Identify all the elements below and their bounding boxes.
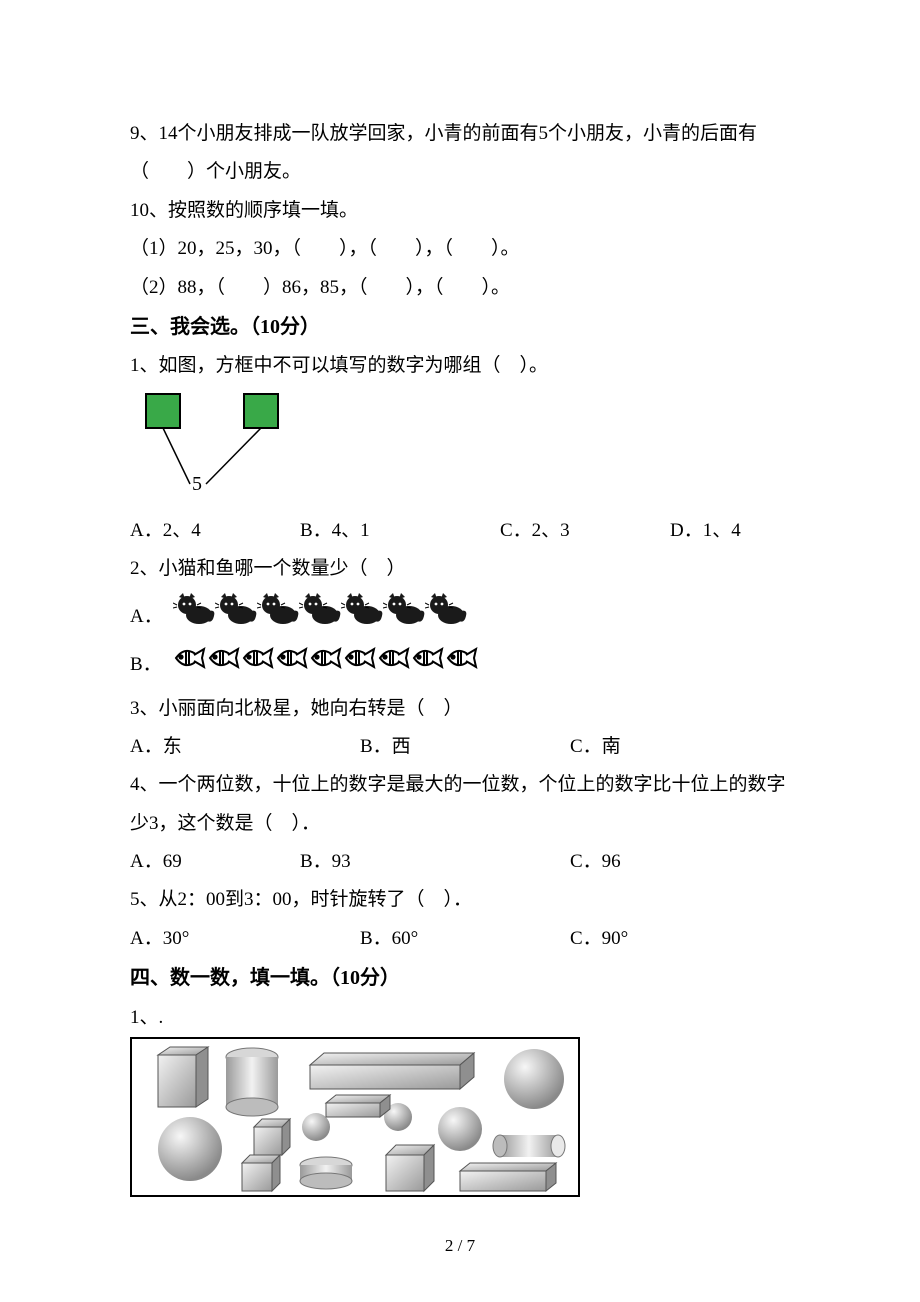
s3-q3-text: 3、小丽面向北极星，她向右转是（ ） [130, 690, 800, 728]
s3-q5-options: A．30° B．60° C．90° [130, 920, 800, 958]
s3-q2-a-label: A． [130, 598, 163, 636]
page-content: 9、14个小朋友排成一队放学回家，小青的前面有5个小朋友，小青的后面有（ ）个小… [0, 0, 920, 1251]
s3-q3-opt-c: C．南 [570, 728, 621, 766]
fish-strip [172, 645, 478, 685]
s4-q1-figure [130, 1037, 800, 1211]
section-4-heading: 四、数一数，填一填。（10分） [130, 958, 800, 998]
s3-q5-opt-a: A．30° [130, 920, 360, 958]
s3-q5-opt-c: C．90° [570, 920, 628, 958]
s3-q1-options: A．2、4 B．4、1 C．2、3 D．1、4 [130, 512, 800, 550]
q10-sub1: （1）20，25，30，（ ），（ ），（ ）。 [130, 230, 800, 268]
svg-text:5: 5 [192, 473, 202, 492]
s3-q3-options: A．东 B．西 C．南 [130, 728, 800, 766]
s4-q1-text: 1、. [130, 999, 800, 1037]
s3-q4-opt-c: C．96 [570, 843, 621, 881]
s3-q1-opt-c: C．2、3 [500, 512, 670, 550]
s3-q2-option-a: A． [130, 593, 800, 641]
s3-q4-opt-b: B．93 [300, 843, 570, 881]
s3-q1-figure: 5 [136, 392, 800, 506]
q9-text: 9、14个小朋友排成一队放学回家，小青的前面有5个小朋友，小青的后面有（ ）个小… [130, 115, 800, 192]
s3-q2-option-b: B． [130, 645, 800, 685]
s3-q2-text: 2、小猫和鱼哪一个数量少（ ） [130, 550, 800, 588]
s3-q3-opt-a: A．东 [130, 728, 360, 766]
q10-head: 10、按照数的顺序填一填。 [130, 192, 800, 230]
s3-q3-opt-b: B．西 [360, 728, 570, 766]
s3-q4-line1: 4、一个两位数，十位上的数字是最大的一位数，个位上的数字比十位上的数字 [130, 766, 800, 804]
s3-q4-options: A．69 B．93 C．96 [130, 843, 800, 881]
page-footer: 2 / 7 [0, 1236, 920, 1256]
s3-q4-opt-a: A．69 [130, 843, 300, 881]
s3-q5-opt-b: B．60° [360, 920, 570, 958]
s3-q1-opt-b: B．4、1 [300, 512, 500, 550]
section-3-heading: 三、我会选。（10分） [130, 307, 800, 347]
s3-q1-text: 1、如图，方框中不可以填写的数字为哪组（ ）。 [130, 347, 800, 385]
q10-sub2: （2）88，（ ）86，85，（ ），（ ）。 [130, 269, 800, 307]
s3-q1-opt-a: A．2、4 [130, 512, 300, 550]
cats-strip [173, 593, 467, 641]
s3-q2-b-label: B． [130, 646, 162, 684]
s3-q4-line2: 少3，这个数是（ ）． [130, 805, 800, 843]
s3-q1-opt-d: D．1、4 [670, 512, 741, 550]
s3-q5-text: 5、从2：00到3：00，时针旋转了（ ）． [130, 881, 800, 919]
